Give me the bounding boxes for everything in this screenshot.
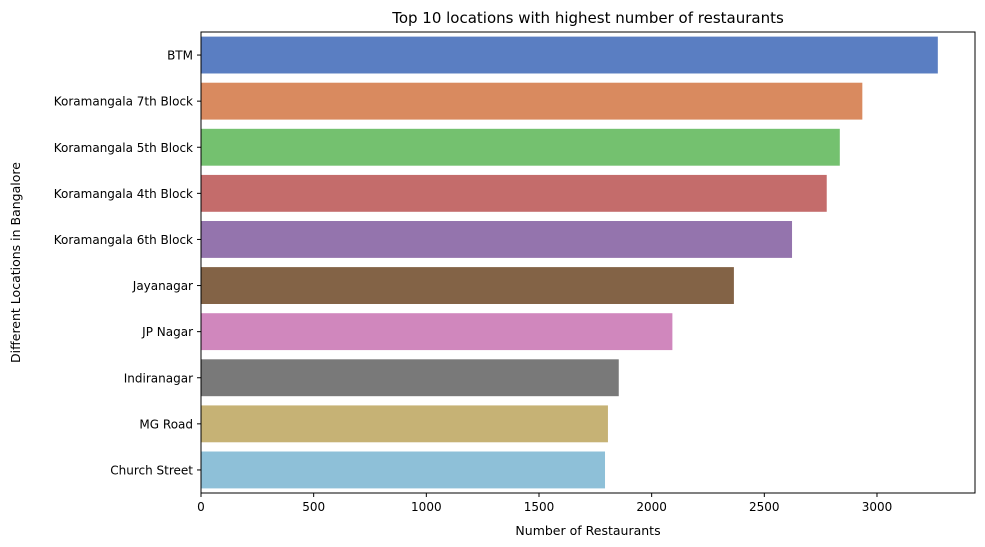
y-tick-label: Koramangala 7th Block: [54, 95, 193, 109]
bar-mg-road: [201, 405, 608, 443]
y-tick-group: BTM Koramangala 7th Block Koramangala 5th …: [54, 49, 201, 477]
bar-church-street: [201, 451, 606, 489]
x-tick-label: 2500: [749, 500, 780, 514]
y-tick-label: Indiranagar: [124, 371, 193, 385]
x-axis-label: Number of Restaurants: [515, 523, 660, 538]
y-tick-label: Koramangala 4th Block: [54, 187, 193, 201]
x-tick-label: 1000: [411, 500, 442, 514]
bar-koramangala-5th-block: [201, 128, 840, 166]
x-tick-label: 1500: [524, 500, 555, 514]
bar-koramangala-7th-block: [201, 82, 863, 120]
bar-jayanagar: [201, 267, 734, 304]
y-tick-label: Church Street: [110, 463, 193, 477]
bars-group: [201, 36, 938, 489]
bar-btm: [201, 36, 938, 74]
x-tick-label: 0: [197, 500, 205, 514]
chart-title: Top 10 locations with highest number of …: [391, 9, 784, 27]
x-tick-label: 3000: [862, 500, 893, 514]
y-axis-label: Different Locations in Bangalore: [8, 162, 23, 363]
x-tick-label: 2000: [636, 500, 667, 514]
bar-koramangala-4th-block: [201, 174, 827, 212]
plot-frame: [200, 31, 976, 494]
bar-jp-nagar: [201, 313, 673, 351]
y-tick-label: MG Road: [139, 417, 193, 431]
y-tick-label: Koramangala 5th Block: [54, 141, 193, 155]
y-tick-label: JP Nagar: [141, 325, 193, 339]
y-tick-label: Jayanagar: [132, 279, 193, 293]
x-tick-label: 500: [302, 500, 325, 514]
y-tick-label: BTM: [167, 49, 193, 63]
bar-indiranagar: [201, 359, 619, 397]
y-tick-label: Koramangala 6th Block: [54, 233, 193, 247]
bar-koramangala-6th-block: [201, 221, 793, 258]
x-tick-group: 0 500 1000 1500 2000 2500 3000: [197, 493, 892, 514]
